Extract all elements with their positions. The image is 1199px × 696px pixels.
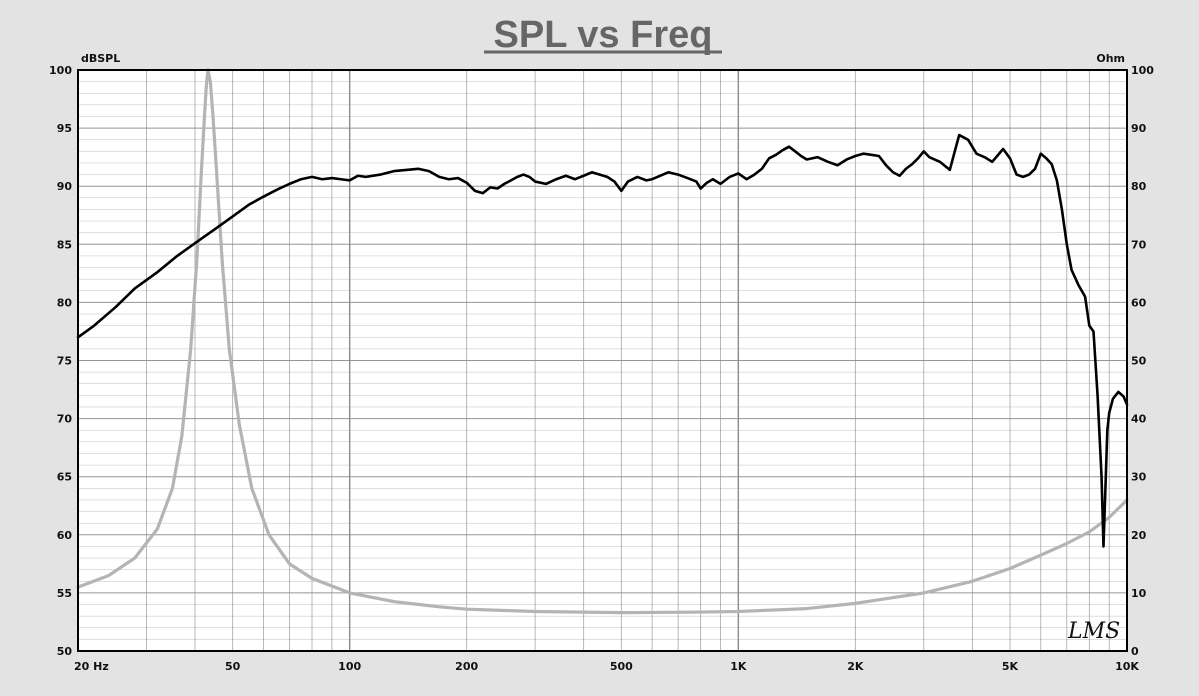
left-tick-label: 90: [57, 180, 73, 193]
lms-logo: LMS: [1067, 619, 1120, 644]
left-tick-label: 70: [57, 413, 73, 426]
right-tick-label: 20: [1131, 529, 1147, 542]
right-tick-label: 70: [1131, 238, 1147, 251]
right-axis-unit: Ohm: [1096, 52, 1125, 65]
right-axis-tick-labels: 0 10 20 30 40 50 60 70 80 90 100: [1131, 64, 1154, 658]
x-tick-label: 1K: [730, 660, 747, 673]
left-tick-label: 95: [57, 122, 72, 135]
right-tick-label: 50: [1131, 355, 1147, 368]
x-tick-label: 10K: [1115, 660, 1139, 673]
left-tick-label: 50: [57, 645, 73, 658]
x-tick-label: 200: [455, 660, 478, 673]
impedance-series: [76, 68, 1129, 615]
right-tick-label: 60: [1131, 296, 1147, 309]
x-tick-label: 5K: [1002, 660, 1019, 673]
right-tick-label: 80: [1131, 180, 1147, 193]
x-tick-label: 500: [610, 660, 633, 673]
right-tick-label: 30: [1131, 471, 1147, 484]
left-axis-tick-labels: 50 55 60 65 70 75 80 85 90 95 100: [49, 64, 72, 658]
left-tick-label: 85: [57, 238, 72, 251]
spl-series: [76, 133, 1129, 548]
x-tick-label: 50: [225, 660, 241, 673]
x-axis-tick-labels: 20 Hz 50 100 200 500 1K 2K 5K 10K: [74, 660, 1139, 673]
spl-curve: [76, 133, 1129, 548]
left-tick-label: 80: [57, 296, 73, 309]
right-tick-label: 40: [1131, 413, 1147, 426]
left-axis-unit: dBSPL: [81, 52, 120, 65]
right-tick-label: 90: [1131, 122, 1147, 135]
left-tick-label: 75: [57, 355, 72, 368]
left-tick-label: 100: [49, 64, 72, 77]
left-tick-label: 55: [57, 587, 72, 600]
right-tick-label: 100: [1131, 64, 1154, 77]
x-tick-label: 100: [338, 660, 361, 673]
chart-title: SPL vs Freq: [494, 14, 713, 56]
left-tick-label: 65: [57, 471, 72, 484]
right-tick-label: 0: [1131, 645, 1139, 658]
plot-frame: [77, 69, 1128, 652]
left-tick-label: 60: [57, 529, 73, 542]
x-tick-label: 2K: [847, 660, 864, 673]
right-tick-label: 10: [1131, 587, 1147, 600]
impedance-curve: [76, 68, 1129, 615]
x-tick-label: 20 Hz: [74, 660, 109, 673]
